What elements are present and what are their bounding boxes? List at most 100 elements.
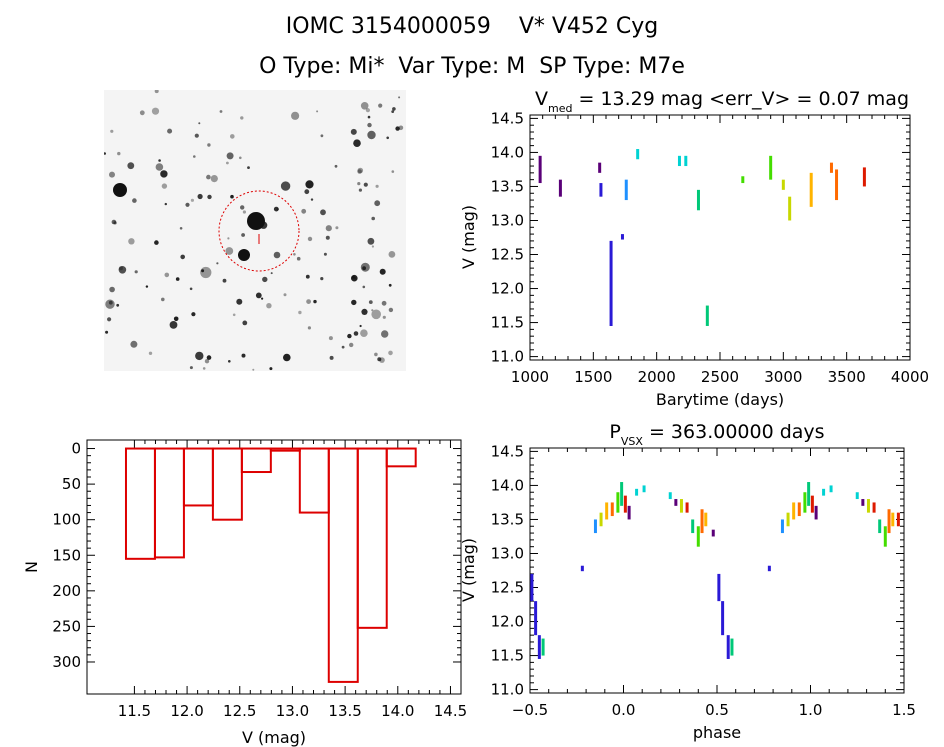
finder-star xyxy=(371,216,376,221)
light-curve-ylabel: V (mag) xyxy=(459,205,478,269)
finder-star xyxy=(239,156,242,160)
finder-star xyxy=(273,251,281,259)
finder-star xyxy=(329,355,334,360)
finder-star xyxy=(179,227,183,230)
finder-star xyxy=(216,262,219,265)
histogram-ylabel: N xyxy=(22,561,41,573)
y-tick-label: 300 xyxy=(52,653,81,671)
finder-star xyxy=(367,130,376,140)
phased-curve-title: PVSX = 363.00000 days xyxy=(609,421,824,448)
finder-star xyxy=(381,330,389,338)
light-curve-chart: Vmed = 13.29 mag <err_V> = 0.07 mag 1000… xyxy=(459,88,929,409)
finder-star xyxy=(351,274,358,282)
y-tick-label: 13.5 xyxy=(491,177,524,195)
phased-curve-chart: PVSX = 363.00000 days −0.5 0.0 0.5 1.0 1.5 11… xyxy=(459,421,916,742)
finder-star xyxy=(151,107,160,115)
target-star xyxy=(247,212,265,230)
finder-star xyxy=(226,161,229,165)
finder-star xyxy=(191,312,196,317)
x-tick-label: 14.0 xyxy=(381,702,414,720)
finder-star xyxy=(113,183,127,197)
finder-star xyxy=(266,303,272,309)
y-tick-label: 11.5 xyxy=(491,314,524,332)
light-curve-frame xyxy=(529,114,911,361)
finder-star xyxy=(353,331,359,336)
finder-star xyxy=(305,180,314,189)
finder-star xyxy=(371,309,374,312)
finder-star xyxy=(307,326,311,330)
finder-star xyxy=(155,163,164,171)
y-tick-label: 0 xyxy=(71,440,81,458)
finder-star xyxy=(349,342,354,348)
finder-star xyxy=(283,353,291,362)
phased-curve-marks xyxy=(530,482,900,659)
finder-star xyxy=(307,236,313,242)
histogram-bar xyxy=(385,447,417,468)
x-tick-label: 2500 xyxy=(701,368,739,386)
x-tick-label: 14.5 xyxy=(434,702,467,720)
finder-star xyxy=(391,170,395,173)
finder-star xyxy=(374,200,381,207)
finder-star xyxy=(189,287,193,291)
finder-star xyxy=(335,226,339,230)
finder-star xyxy=(371,245,374,248)
light-curve-xlabel: Barytime (days) xyxy=(656,390,784,409)
y-tick-label: 12.5 xyxy=(491,246,524,264)
finder-star xyxy=(273,206,279,212)
finder-star xyxy=(193,155,196,158)
light-curve-marks xyxy=(538,149,866,326)
finder-star xyxy=(206,174,211,180)
finder-star xyxy=(313,299,317,304)
finder-star xyxy=(375,184,379,188)
finder-star xyxy=(357,167,364,174)
finder-star xyxy=(167,128,173,134)
x-tick-label: 13.5 xyxy=(328,702,361,720)
finder-star xyxy=(358,188,362,192)
finder-star xyxy=(392,107,396,111)
finder-star xyxy=(357,169,362,174)
finder-star xyxy=(228,360,231,363)
phased-curve-ticks: −0.5 0.0 0.5 1.0 1.5 11.0 11.5 12.0 12.5 13.0 13.5… xyxy=(491,442,916,719)
finder-star xyxy=(367,237,375,245)
histogram-bar xyxy=(211,447,243,521)
finder-star xyxy=(107,317,112,322)
finder-star xyxy=(374,352,378,357)
finder-star xyxy=(362,285,366,289)
finder-star xyxy=(368,300,373,304)
finder-star xyxy=(109,171,115,178)
finder-star xyxy=(230,134,235,139)
y-tick-label: 12.0 xyxy=(491,613,524,631)
finder-star xyxy=(350,128,357,135)
x-tick-label: 1.0 xyxy=(799,701,823,719)
finder-star xyxy=(323,252,327,256)
finder-star xyxy=(305,274,310,279)
x-tick-label: −0.5 xyxy=(512,701,548,719)
histogram-bars xyxy=(124,447,417,683)
x-tick-label: 12.0 xyxy=(170,702,203,720)
finder-star xyxy=(247,166,250,169)
finder-star xyxy=(127,162,135,170)
finder-star xyxy=(353,139,361,147)
finder-star xyxy=(283,293,287,297)
finder-star xyxy=(134,270,138,274)
finder-star xyxy=(262,276,268,283)
x-tick-label: 3000 xyxy=(764,368,802,386)
finder-star xyxy=(363,182,368,187)
finder-star xyxy=(241,353,246,358)
finder-star xyxy=(359,324,362,328)
finder-star xyxy=(240,116,244,120)
finder-star xyxy=(316,110,319,113)
finder-star xyxy=(105,330,109,334)
finder-star xyxy=(381,300,387,306)
histogram-bar xyxy=(327,447,359,683)
finder-star xyxy=(185,202,190,207)
finder-star xyxy=(161,183,168,189)
finder-star xyxy=(270,272,273,275)
y-tick-label: 11.0 xyxy=(491,681,524,699)
finder-star xyxy=(164,272,170,278)
finder-star xyxy=(388,251,396,258)
finder-star xyxy=(298,310,302,315)
finder-star xyxy=(200,266,212,279)
finder-star xyxy=(104,152,106,155)
y-tick-label: 14.5 xyxy=(491,109,524,127)
